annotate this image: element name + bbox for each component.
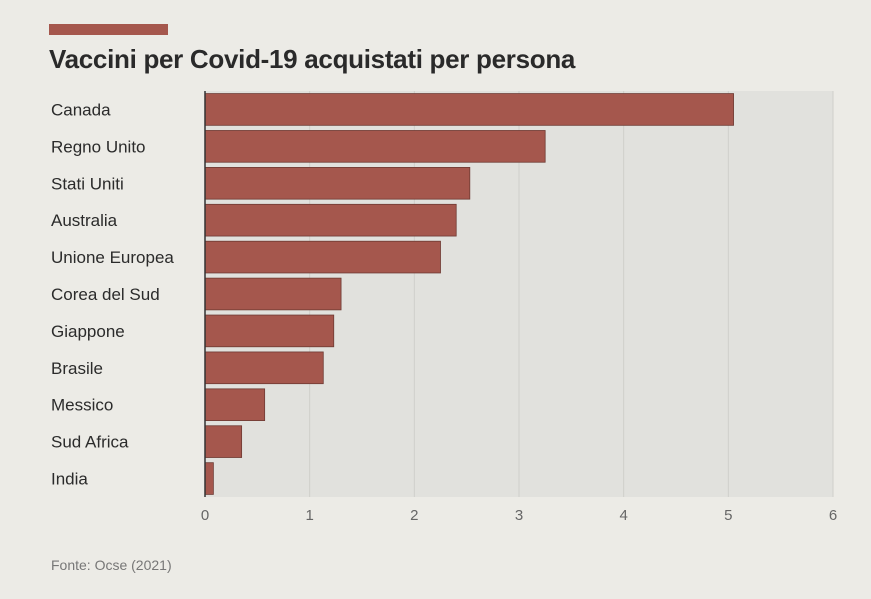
category-label: Canada	[51, 100, 111, 119]
bar-india	[204, 462, 214, 495]
bar-regno-unito	[204, 130, 546, 163]
bar-australia	[204, 203, 457, 237]
category-label: Sud Africa	[51, 433, 129, 452]
x-tick-label: 0	[201, 507, 209, 524]
x-tick-label: 5	[724, 507, 732, 524]
bar-canada	[204, 93, 734, 126]
category-label: Australia	[51, 211, 118, 230]
bar-giappone	[204, 314, 335, 348]
bar-corea-del-sud	[204, 277, 342, 311]
category-label: Giappone	[51, 322, 125, 341]
category-label: Unione Europea	[51, 248, 174, 267]
bar-messico	[204, 388, 266, 421]
x-tick-label: 6	[829, 507, 837, 524]
category-label: Regno Unito	[51, 137, 146, 156]
category-label: Brasile	[51, 359, 103, 378]
category-label: Corea del Sud	[51, 285, 160, 304]
bar-sud-africa	[204, 425, 243, 458]
bar-unione-europea	[204, 240, 441, 274]
chart-title: Vaccini per Covid-19 acquistati per pers…	[49, 44, 576, 74]
x-tick-label: 1	[305, 507, 313, 524]
x-tick-label: 2	[410, 507, 418, 524]
bar-brasile	[204, 351, 324, 385]
bar-stati-uniti	[204, 167, 471, 200]
category-label: Messico	[51, 396, 113, 415]
x-tick-label: 3	[515, 507, 523, 524]
source-note: Fonte: Ocse (2021)	[51, 557, 172, 573]
category-label: Stati Uniti	[51, 174, 124, 193]
title-accent-strip	[49, 24, 168, 35]
category-label: India	[51, 470, 88, 489]
x-tick-label: 4	[619, 507, 627, 524]
